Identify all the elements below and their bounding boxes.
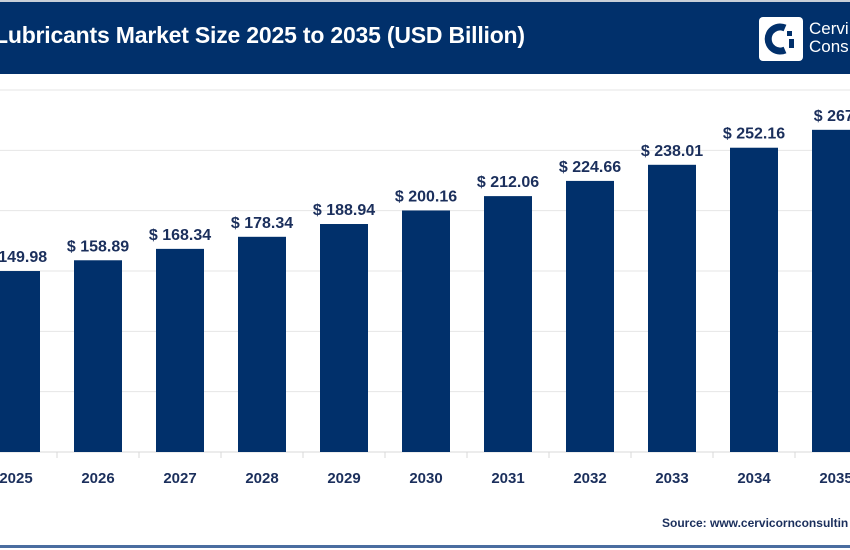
x-tick-label-2035: 2035 xyxy=(819,470,850,487)
cervicorn-logo-icon xyxy=(759,17,803,61)
bar-2027 xyxy=(156,248,204,452)
bar-2032 xyxy=(566,180,614,452)
bar-2026 xyxy=(74,260,122,452)
bar-2030 xyxy=(402,210,450,452)
logo-text-line1: Cervi xyxy=(809,19,849,38)
data-label-2033: $ 238.01 xyxy=(641,143,703,160)
logo-text-line2: Cons xyxy=(809,37,849,56)
x-tick-label-2034: 2034 xyxy=(737,470,771,487)
chart-title: Lubricants Market Size 2025 to 2035 (USD… xyxy=(0,22,525,48)
data-label-2026: $ 158.89 xyxy=(67,238,129,255)
bar-2029 xyxy=(320,224,368,452)
data-label-2034: $ 252.16 xyxy=(723,126,785,143)
data-label-2035: $ 267. xyxy=(814,108,850,125)
bar-2035 xyxy=(812,129,850,452)
logo-text: Cervi Cons xyxy=(809,20,849,56)
data-label-2025: $ 149.98 xyxy=(0,249,47,266)
source-note: Source: www.cervicornconsultin xyxy=(662,516,849,530)
data-label-2031: $ 212.06 xyxy=(477,174,539,191)
bar-2025 xyxy=(0,271,40,452)
data-label-2027: $ 168.34 xyxy=(149,227,211,244)
x-tick-label-2026: 2026 xyxy=(81,470,114,487)
data-label-2032: $ 224.66 xyxy=(559,159,621,176)
x-tick-label-2025: 2025 xyxy=(0,470,33,487)
data-label-2029: $ 188.94 xyxy=(313,202,375,219)
bar-2033 xyxy=(648,164,696,452)
bottom-border xyxy=(0,545,850,548)
x-tick-label-2032: 2032 xyxy=(573,470,606,487)
bar-2034 xyxy=(730,147,778,452)
x-tick-label-2029: 2029 xyxy=(327,470,360,487)
bar-2031 xyxy=(484,196,532,452)
data-label-2030: $ 200.16 xyxy=(395,188,457,205)
x-tick-label-2027: 2027 xyxy=(163,470,196,487)
x-tick-label-2031: 2031 xyxy=(491,470,524,487)
x-tick-label-2028: 2028 xyxy=(245,470,278,487)
bar-2028 xyxy=(238,236,286,452)
header-banner: Lubricants Market Size 2025 to 2035 (USD… xyxy=(0,0,850,74)
data-label-2028: $ 178.34 xyxy=(231,215,293,232)
x-tick-label-2033: 2033 xyxy=(655,470,688,487)
x-tick-label-2030: 2030 xyxy=(409,470,442,487)
